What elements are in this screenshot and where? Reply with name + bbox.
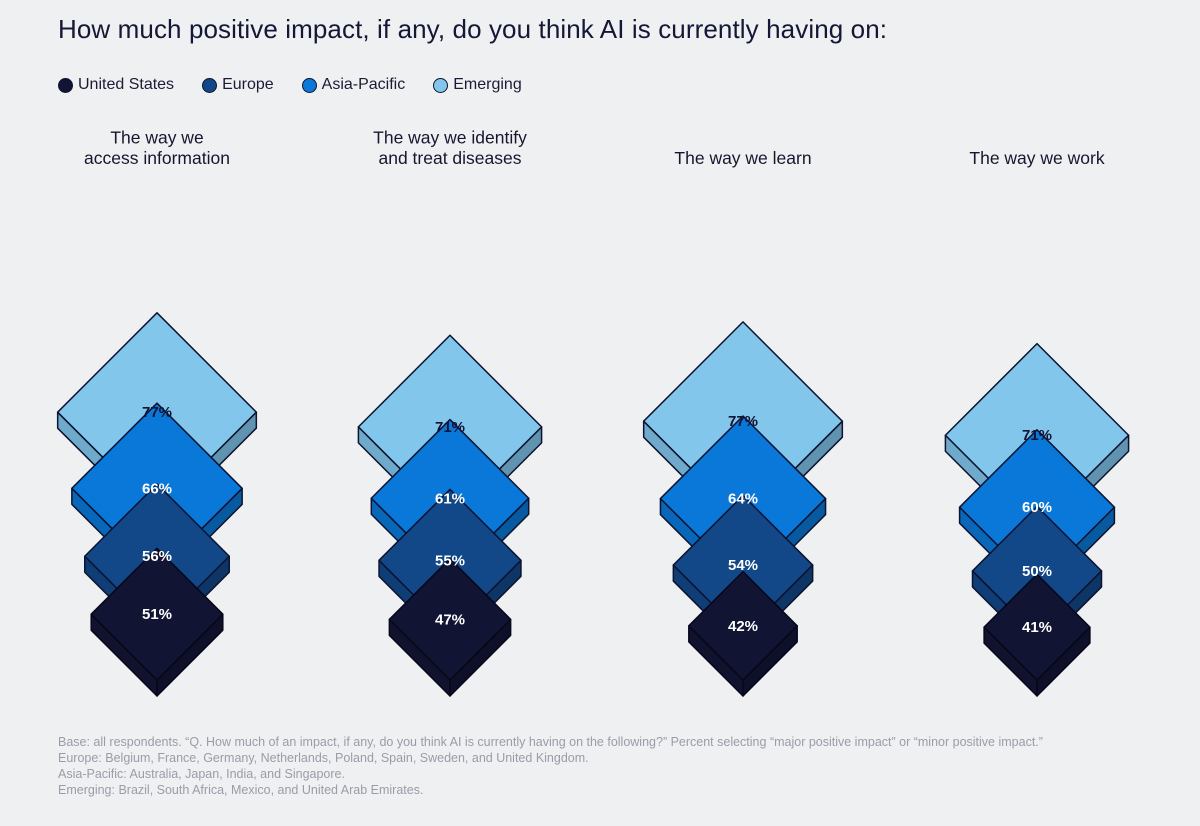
diamond-united-states	[388, 557, 512, 697]
chart-title: How much positive impact, if any, do you…	[58, 14, 888, 44]
diamond-united-states	[983, 573, 1091, 697]
category-label-line: access information	[84, 148, 230, 168]
category-the-way-we-work: The way we work 41% 50% 60% 71%	[944, 148, 1130, 697]
data-label-asia-pacific: 60%	[1022, 499, 1052, 516]
legend: United States Europe Asia-Pacific Emergi…	[58, 76, 550, 94]
data-label-emerging: 77%	[728, 413, 758, 430]
footnote-asia-pacific: Asia-Pacific: Australia, Japan, India, a…	[58, 767, 345, 781]
footnote-base: Base: all respondents. “Q. How much of a…	[58, 735, 1043, 749]
legend-label-asia-pacific: Asia-Pacific	[321, 76, 406, 93]
category-label-line: The way we identify	[373, 128, 527, 148]
diamond-top-face	[688, 570, 798, 681]
legend-swatch-emerging	[433, 77, 449, 93]
data-label-asia-pacific: 61%	[435, 490, 465, 507]
footnote-emerging: Emerging: Brazil, South Africa, Mexico, …	[58, 783, 424, 797]
data-label-europe: 54%	[728, 557, 758, 574]
category-label-line: The way we	[110, 128, 203, 148]
footnote-europe: Europe: Belgium, France, Germany, Nether…	[58, 751, 589, 765]
diamond-united-states	[90, 547, 224, 697]
data-label-europe: 50%	[1022, 563, 1052, 580]
data-label-united-states: 51%	[142, 606, 172, 623]
legend-swatch-europe	[202, 77, 218, 93]
legend-swatch-asia-pacific	[301, 77, 317, 93]
data-label-united-states: 41%	[1022, 619, 1052, 636]
category-the-way-we-learn: The way we learn 42% 54% 64% 77%	[642, 148, 844, 697]
data-label-emerging: 71%	[1022, 427, 1052, 444]
legend-label-emerging: Emerging	[453, 76, 522, 93]
legend-label-united-states: United States	[78, 76, 175, 93]
diamond-top-face	[983, 573, 1091, 681]
data-label-emerging: 71%	[435, 419, 465, 436]
diamond-top-face	[90, 547, 224, 681]
legend-label-europe: Europe	[222, 76, 274, 93]
legend-item-asia-pacific: Asia-Pacific	[301, 76, 406, 94]
data-label-united-states: 47%	[435, 611, 465, 628]
category-label-line: and treat diseases	[378, 148, 521, 168]
data-label-united-states: 42%	[728, 618, 758, 635]
legend-item-united-states: United States	[58, 76, 174, 94]
data-label-asia-pacific: 64%	[728, 491, 758, 508]
legend-item-emerging: Emerging	[433, 76, 522, 94]
category-label-line: The way we learn	[674, 148, 811, 168]
data-label-europe: 56%	[142, 548, 172, 565]
footnote: Base: all respondents. “Q. How much of a…	[58, 734, 1043, 798]
diamond-top-face	[388, 557, 512, 681]
legend-swatch-united-states	[58, 77, 73, 93]
data-label-asia-pacific: 66%	[142, 480, 172, 497]
data-label-emerging: 77%	[142, 404, 172, 421]
data-label-europe: 55%	[435, 552, 465, 569]
diamond-united-states	[688, 570, 798, 697]
legend-item-europe: Europe	[202, 76, 274, 94]
category-label-line: The way we work	[969, 148, 1104, 168]
